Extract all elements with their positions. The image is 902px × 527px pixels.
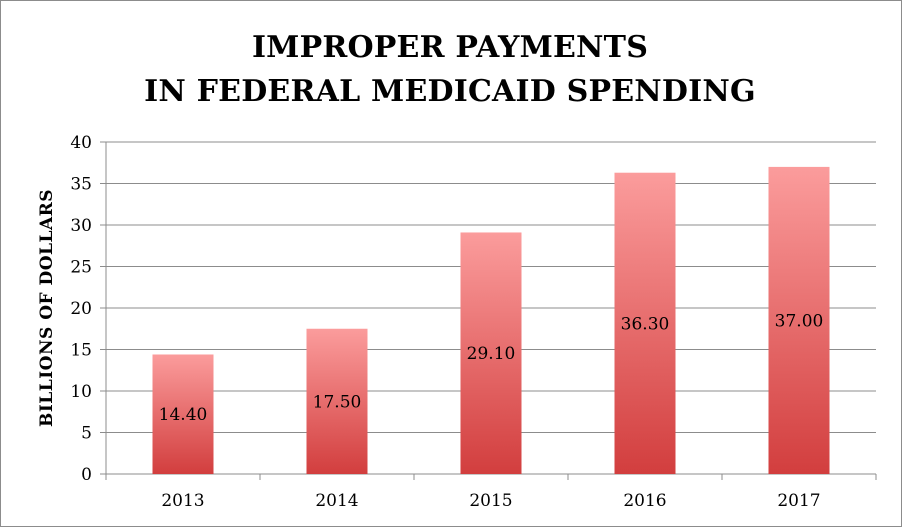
bar-2015 [460, 232, 522, 474]
bar-2013 [152, 354, 214, 474]
bar-2017 [768, 166, 830, 474]
data-label-2016: 36.30 [621, 314, 670, 334]
chart-title: IMPROPER PAYMENTS IN FEDERAL MEDICAID SP… [0, 26, 900, 114]
y-tick-label: 10 [70, 382, 92, 402]
bar-2016 [614, 172, 676, 474]
y-tick-label: 35 [70, 175, 92, 195]
bar-2014 [306, 328, 368, 474]
y-tick-label: 30 [70, 216, 92, 236]
x-tick-label: 2013 [161, 491, 204, 511]
y-tick-label: 25 [70, 258, 92, 278]
y-tick-label: 40 [70, 133, 92, 153]
x-tick-label: 2014 [315, 491, 358, 511]
chart-title-line-2: IN FEDERAL MEDICAID SPENDING [144, 74, 756, 109]
x-tick-label: 2017 [777, 491, 820, 511]
y-tick-label: 15 [70, 341, 92, 361]
x-tick-label: 2015 [469, 491, 512, 511]
x-tick-label: 2016 [623, 491, 666, 511]
data-label-2013: 14.40 [159, 405, 208, 425]
bars [152, 166, 830, 474]
y-tick-label: 5 [81, 424, 92, 444]
y-axis-label: BILLIONS OF DOLLARS [37, 189, 57, 427]
data-label-2014: 17.50 [313, 392, 362, 412]
data-label-2017: 37.00 [775, 311, 824, 331]
y-tick-label: 20 [70, 299, 92, 319]
y-tick-label: 0 [81, 465, 92, 485]
chart-title-line-1: IMPROPER PAYMENTS [251, 30, 649, 65]
labels: 0 5 10 15 20 25 30 35 40 2013 14.40 2014 17.50 2015 29… [70, 133, 823, 511]
data-label-2015: 29.10 [467, 344, 516, 364]
